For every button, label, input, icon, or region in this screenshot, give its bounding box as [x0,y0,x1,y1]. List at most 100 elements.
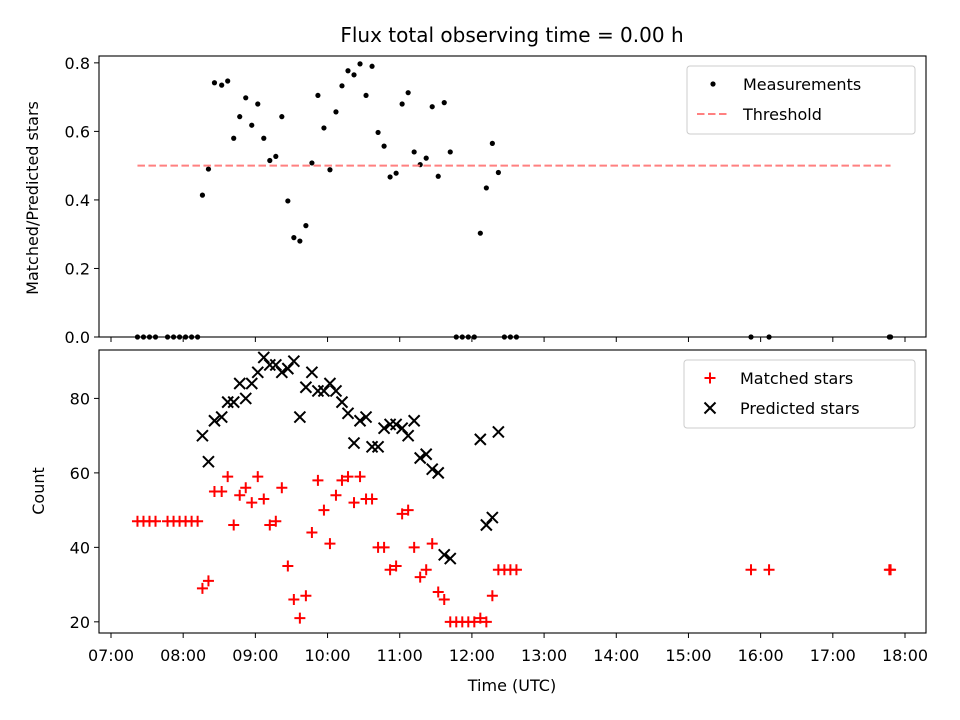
data-point-matched [426,538,438,550]
x-tick-label: 07:00 [88,646,134,665]
data-point-measurement [195,334,201,340]
data-point-measurement [345,68,351,74]
data-point-matched [366,493,378,505]
data-point-predicted [251,366,264,379]
data-point-measurement [501,334,507,340]
legend-label: Threshold [742,105,822,124]
data-point-measurement [513,334,520,340]
data-point-predicted [257,351,270,364]
data-point-predicted [293,410,307,424]
data-point-measurement [357,61,363,67]
legend-handle-plus [704,372,716,384]
data-point-matched [228,519,240,531]
data-point-matched [474,612,486,624]
data-point-matched [196,582,208,594]
data-point-measurement [285,198,291,204]
data-point-measurement [309,160,315,166]
data-point-measurement [489,140,495,146]
x-tick-label: 16:00 [738,646,784,665]
data-point-measurement [152,334,159,340]
data-point-measurement [369,63,375,69]
x-tick-label: 08:00 [160,646,206,665]
data-point-matched [432,586,444,598]
data-point-matched [294,612,306,624]
data-point-matched [234,489,246,501]
data-point-matched [324,538,336,550]
data-point-predicted [287,354,301,368]
data-point-measurement [333,109,339,115]
data-point-measurement [441,100,447,106]
data-point-predicted [347,436,361,450]
data-point-matched [330,489,342,501]
data-point-predicted [275,366,289,379]
chart-title: Flux total observing time = 0.00 h [340,23,683,47]
data-point-measurement [267,157,273,164]
data-point-matched [420,564,432,576]
data-point-measurement [219,82,225,88]
y-tick-label-1: 60 [70,464,90,483]
y-tick-label-0: 0.0 [65,328,90,347]
x-tick-label: 13:00 [521,646,567,665]
data-point-measurement [211,80,218,86]
data-point-matched [252,471,264,483]
data-point-predicted [492,425,505,439]
data-point-measurement [381,143,387,149]
data-point-predicted [233,377,246,390]
data-point-matched [270,515,282,527]
data-point-predicted [365,440,379,454]
data-point-predicted [317,384,331,398]
data-point-predicted [444,552,457,565]
data-point-measurement [249,122,255,128]
data-point-predicted [486,511,499,524]
data-point-predicted [377,421,391,435]
data-point-predicted [389,418,403,431]
data-point-predicted [371,440,385,454]
data-point-measurement [375,129,381,136]
data-point-predicted [413,451,427,465]
data-point-measurement [225,78,231,84]
data-point-matched [150,515,162,527]
data-point-matched [222,471,234,483]
data-point-matched [510,564,522,576]
data-point-matched [312,474,324,486]
data-point-matched [354,471,366,483]
data-point-measurement [170,334,177,340]
data-point-measurement [237,114,243,120]
data-point-predicted [407,414,421,427]
data-point-predicted [426,462,439,476]
x-tick-label: 12:00 [449,646,495,665]
data-point-predicted [359,410,373,424]
y-tick-label-0: 0.4 [65,191,90,210]
data-point-measurement [423,155,429,161]
data-point-measurement [471,334,477,340]
data-point-measurement [459,334,465,340]
data-point-matched [745,564,757,576]
data-point-matched [282,560,294,572]
data-point-measurement [351,72,357,78]
data-point-measurement [483,185,489,191]
data-point-predicted [215,410,228,424]
data-point-predicted [329,384,343,398]
bottom-y-axis-label: Count [29,467,48,515]
data-point-measurement [429,104,435,110]
legend-box-1 [683,359,916,429]
data-point-predicted [311,384,325,398]
data-point-matched [336,474,348,486]
data-point-matched [438,593,450,605]
data-point-predicted [432,466,445,480]
data-point-measurement [321,125,327,131]
data-point-measurement [435,173,441,179]
data-point-measurement [363,92,369,99]
data-point-matched [240,482,252,494]
data-point-predicted [227,395,240,409]
data-point-measurement [766,334,772,340]
y-tick-label-1: 40 [70,538,90,557]
data-point-predicted [305,366,319,379]
data-point-measurement [748,334,754,340]
data-point-predicted [239,392,252,405]
data-point-measurement [453,334,459,340]
data-point-measurement [393,170,399,176]
data-point-predicted [208,414,221,427]
data-point-matched [390,560,402,572]
data-point-measurement [261,135,267,141]
